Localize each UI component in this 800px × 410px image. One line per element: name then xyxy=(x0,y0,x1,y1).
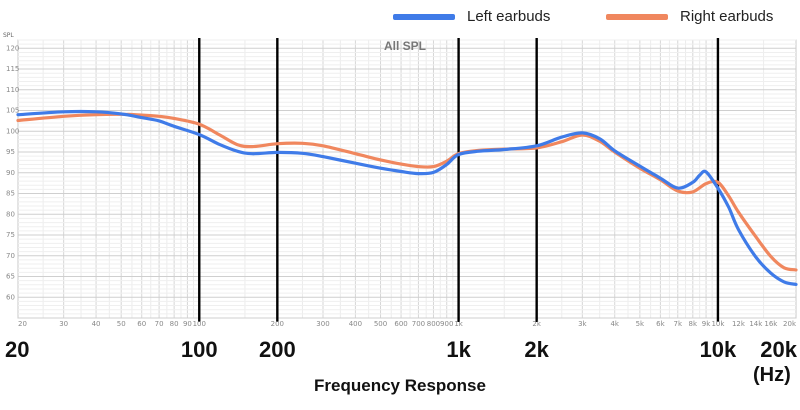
x-minor-tick-label: 70 xyxy=(155,320,164,328)
axis-tick-labels: 120 115 110 105 100 95 90 85 80 75 70 65 60 20 30 40 50 6… xyxy=(5,44,798,362)
x-axis-title: Frequency Response xyxy=(314,376,486,395)
x-minor-tick-label: 100 xyxy=(193,320,206,328)
x-minor-tick-label: 40 xyxy=(92,320,101,328)
left-earbuds-legend-label: Left earbuds xyxy=(467,8,551,25)
x-minor-tick-label: 3k xyxy=(578,320,587,328)
x-minor-tick-label: 16k xyxy=(764,320,778,328)
y-tick-label: 105 xyxy=(6,107,19,115)
x-minor-tick-label: 600 xyxy=(394,320,407,328)
x-minor-tick-label: 8k xyxy=(689,320,698,328)
series-layer xyxy=(16,109,798,286)
plot-background xyxy=(17,39,797,319)
x-minor-tick-label: 200 xyxy=(271,320,284,328)
x-major-tick-label: 200 xyxy=(259,337,296,362)
right-earbuds-legend-swatch xyxy=(606,13,668,20)
x-minor-tick-label: 2k xyxy=(532,320,541,328)
legend-left: Left earbuds xyxy=(393,8,550,25)
x-minor-tick-label: 1k xyxy=(454,320,463,328)
x-minor-tick-label: 30 xyxy=(59,320,68,328)
y-tick-label: 60 xyxy=(6,293,15,301)
x-minor-tick-label: 400 xyxy=(349,320,362,328)
right-earbuds-legend-label: Right earbuds xyxy=(680,8,774,25)
x-minor-tick-label: 5k xyxy=(636,320,645,328)
x-minor-tick-label: 6k xyxy=(656,320,665,328)
y-tick-label: 100 xyxy=(6,127,19,135)
x-minor-tick-label: 20k xyxy=(783,320,797,328)
x-minor-tick-label: 800 xyxy=(427,320,440,328)
x-minor-tick-label: 4k xyxy=(610,320,619,328)
y-tick-label: 80 xyxy=(6,210,15,218)
x-minor-tick-label: 300 xyxy=(316,320,329,328)
x-minor-tick-label: 700 xyxy=(412,320,425,328)
x-minor-tick-label: 500 xyxy=(374,320,387,328)
x-minor-tick-label: 80 xyxy=(170,320,179,328)
x-minor-tick-label: 10k xyxy=(711,320,725,328)
y-tick-label: 95 xyxy=(6,148,15,156)
major-frequency-lines xyxy=(198,38,720,322)
y-tick-label: 65 xyxy=(6,273,15,281)
x-minor-tick-label: 14k xyxy=(749,320,763,328)
y-tick-label: 120 xyxy=(6,44,19,52)
y-axis-label: SPL xyxy=(3,32,14,39)
y-tick-label: 90 xyxy=(6,169,15,177)
x-minor-tick-label: 7k xyxy=(674,320,683,328)
y-tick-label: 85 xyxy=(6,190,15,198)
y-tick-label: 70 xyxy=(6,252,15,260)
x-minor-tick-label: 12k xyxy=(732,320,746,328)
x-major-tick-label: 2k xyxy=(524,337,549,362)
x-minor-tick-label: 60 xyxy=(137,320,146,328)
x-major-tick-label: 10k xyxy=(700,337,737,362)
x-major-tick-label: 20k xyxy=(760,337,797,362)
x-minor-tick-label: 9k xyxy=(702,320,711,328)
x-major-tick-label: 100 xyxy=(181,337,218,362)
y-tick-label: 115 xyxy=(6,65,19,73)
grid-layer xyxy=(18,39,796,319)
left-earbuds-legend-swatch xyxy=(393,13,455,20)
x-major-tick-label: 20 xyxy=(5,337,29,362)
y-tick-label: 110 xyxy=(6,86,19,94)
left-earbuds-line xyxy=(16,109,798,286)
x-major-tick-label: 1k xyxy=(446,337,471,362)
x-minor-tick-label: 900 xyxy=(440,320,453,328)
chart-title: All SPL xyxy=(384,39,426,53)
x-minor-tick-label: 50 xyxy=(117,320,126,328)
y-tick-label: 75 xyxy=(6,231,15,239)
x-axis-unit: (Hz) xyxy=(753,364,791,386)
legend-right: Right earbuds xyxy=(606,8,773,25)
x-minor-tick-label: 90 xyxy=(183,320,192,328)
x-minor-tick-label: 20 xyxy=(18,320,27,328)
